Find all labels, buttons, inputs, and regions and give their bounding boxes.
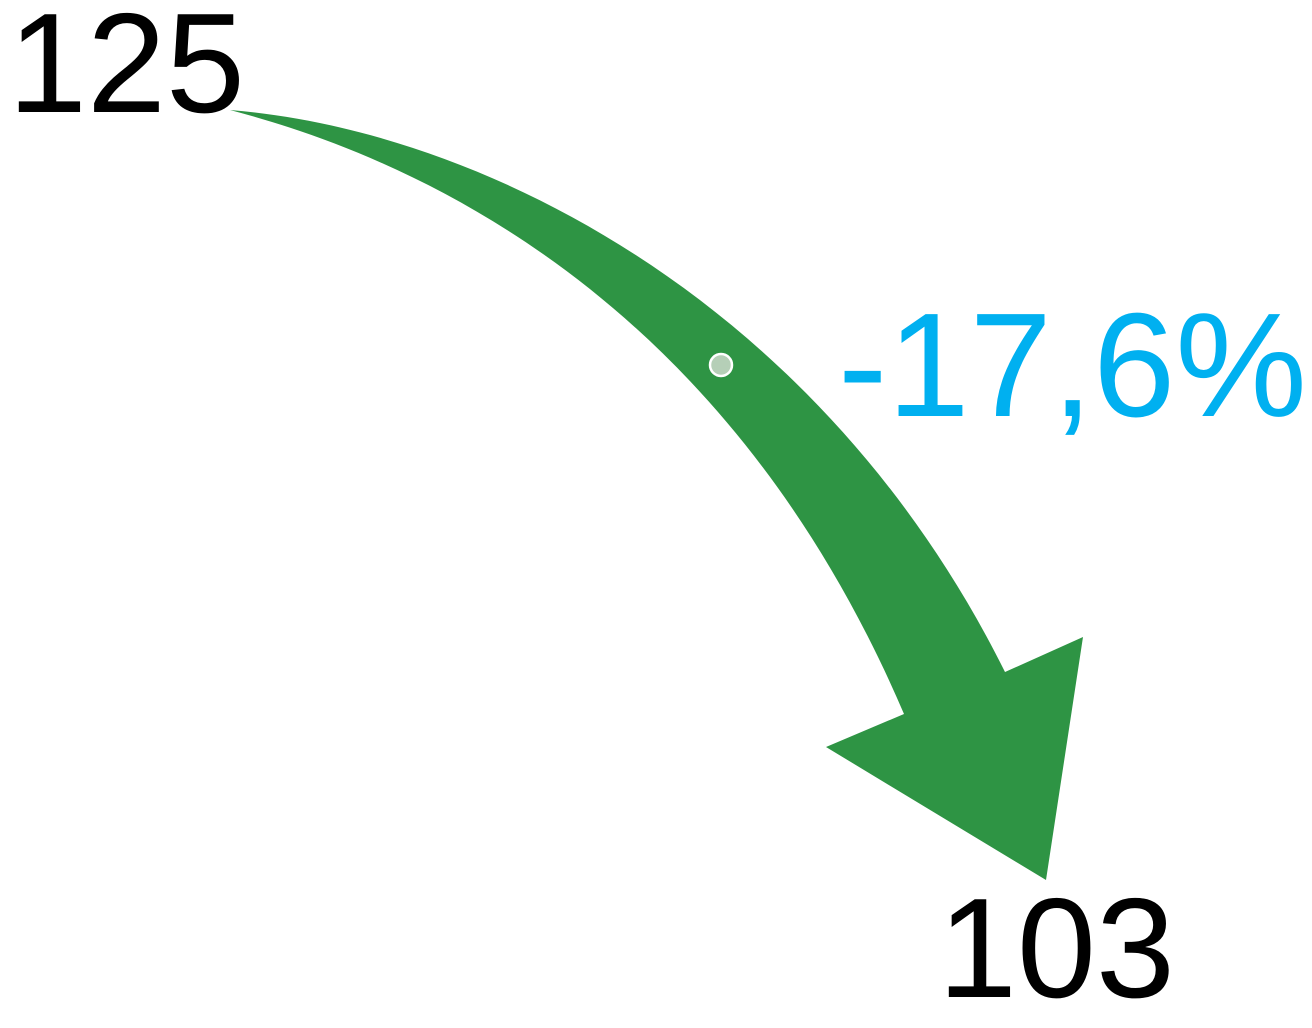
change-percent: -17,6%: [838, 283, 1307, 448]
decrease-arrow: [230, 110, 1083, 880]
arrow-handle[interactable]: [708, 352, 734, 378]
end-value: 103: [938, 869, 1175, 1028]
start-value: 125: [8, 0, 245, 143]
arrow-body: [230, 110, 1083, 880]
